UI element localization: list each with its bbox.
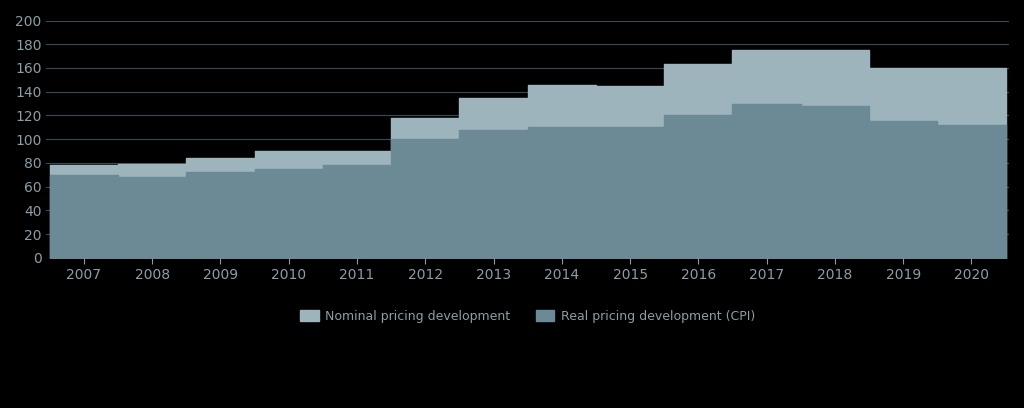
Legend: Nominal pricing development, Real pricing development (CPI): Nominal pricing development, Real pricin… [296,305,760,328]
